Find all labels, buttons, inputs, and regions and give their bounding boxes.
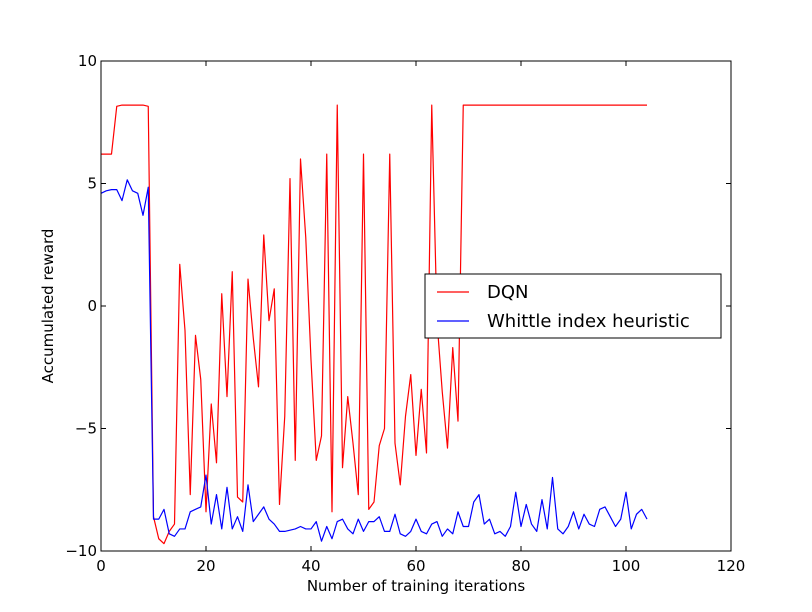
legend: DQN Whittle index heuristic (424, 273, 722, 339)
legend-box (424, 273, 722, 339)
series-layer (100, 104, 648, 545)
x-tick-label: 40 (301, 557, 320, 575)
tick-layer: 0 20 40 60 80 100 120 −10 −5 0 5 10 (65, 52, 745, 575)
y-tick-label: −10 (65, 542, 97, 560)
y-tick-label: 10 (78, 52, 97, 70)
x-tick-label: 80 (511, 557, 530, 575)
legend-label: DQN (487, 282, 529, 303)
y-tick-label: 5 (87, 175, 97, 193)
x-tick-label: 0 (96, 557, 106, 575)
legend-label: Whittle index heuristic (487, 311, 690, 332)
x-axis-label: Number of training iterations (307, 577, 525, 595)
x-tick-label: 60 (406, 557, 425, 575)
x-tick-label: 20 (196, 557, 215, 575)
y-axis-label: Accumulated reward (39, 229, 57, 384)
y-tick-label: 0 (87, 297, 97, 315)
y-tick-label: −5 (75, 420, 97, 438)
series-line-dqn (101, 104, 647, 545)
x-tick-label: 120 (717, 557, 746, 575)
x-tick-label: 100 (612, 557, 641, 575)
series-line-whittle-index-heuristic (100, 179, 648, 542)
